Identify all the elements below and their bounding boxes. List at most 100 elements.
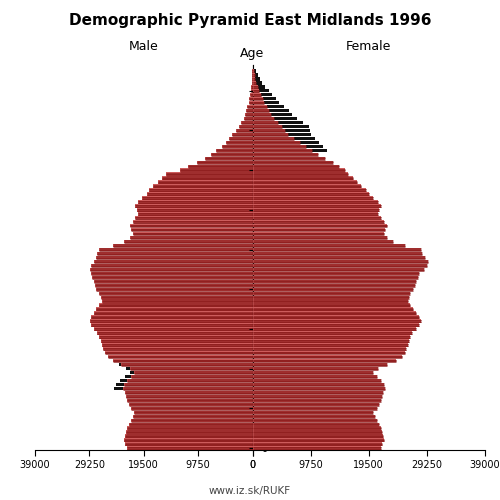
Bar <box>158 180 252 184</box>
Bar <box>252 276 418 279</box>
Bar <box>229 136 252 140</box>
Bar <box>126 442 252 446</box>
Bar <box>236 129 252 132</box>
Bar <box>250 93 252 96</box>
Bar <box>125 434 252 438</box>
Bar <box>114 387 252 390</box>
Bar <box>127 426 252 430</box>
Bar <box>251 89 252 92</box>
Bar <box>130 236 252 240</box>
Bar <box>196 160 252 164</box>
Bar <box>122 363 252 366</box>
Bar <box>126 375 252 378</box>
Bar <box>252 85 258 88</box>
Bar <box>131 418 252 422</box>
Bar <box>90 320 252 322</box>
Bar <box>252 125 309 128</box>
Text: Male: Male <box>129 40 158 54</box>
Bar <box>252 97 262 100</box>
Bar <box>252 328 416 330</box>
Bar <box>252 248 420 251</box>
Bar <box>252 148 312 152</box>
Bar <box>248 101 252 104</box>
Bar <box>252 316 420 318</box>
Bar <box>130 367 252 370</box>
Bar <box>252 220 384 224</box>
Bar <box>252 280 416 283</box>
Bar <box>250 97 252 100</box>
Bar <box>210 152 252 156</box>
Bar <box>131 228 252 232</box>
Bar <box>252 224 386 228</box>
Bar <box>252 176 352 180</box>
Bar <box>99 248 252 251</box>
Bar <box>125 391 252 394</box>
Bar <box>188 164 252 168</box>
Bar <box>123 387 252 390</box>
Bar <box>252 383 384 386</box>
Bar <box>252 109 269 112</box>
Bar <box>150 188 252 192</box>
Bar <box>120 379 252 382</box>
Bar <box>134 410 252 414</box>
Bar <box>252 129 310 132</box>
Bar <box>252 144 323 148</box>
Bar <box>252 204 380 208</box>
Bar <box>126 394 252 398</box>
Bar <box>252 180 357 184</box>
Bar <box>252 355 402 358</box>
Bar <box>216 148 252 152</box>
Bar <box>124 240 252 244</box>
Bar <box>248 105 252 108</box>
Bar <box>130 224 252 228</box>
Bar <box>252 426 380 430</box>
Bar <box>252 73 258 76</box>
Bar <box>252 109 289 112</box>
Bar <box>131 406 252 410</box>
Bar <box>252 148 327 152</box>
Bar <box>146 192 252 196</box>
Bar <box>94 260 252 263</box>
Bar <box>90 268 252 271</box>
Bar <box>180 168 252 172</box>
Text: Age: Age <box>240 47 264 60</box>
Bar <box>252 422 379 426</box>
Bar <box>252 414 374 418</box>
Bar <box>232 133 252 136</box>
Bar <box>252 232 384 235</box>
Bar <box>252 446 380 450</box>
Text: Female: Female <box>346 40 392 54</box>
Bar <box>98 252 252 255</box>
Bar <box>124 383 252 386</box>
Bar <box>126 367 252 370</box>
Bar <box>252 133 311 136</box>
Bar <box>103 347 253 350</box>
Bar <box>142 196 252 200</box>
Bar <box>252 105 267 108</box>
Bar <box>252 312 416 315</box>
Bar <box>252 434 383 438</box>
Bar <box>252 351 404 354</box>
Bar <box>226 140 252 144</box>
Bar <box>128 402 252 406</box>
Bar <box>252 228 385 232</box>
Bar <box>252 300 408 303</box>
Bar <box>252 121 302 124</box>
Bar <box>252 144 306 148</box>
Bar <box>252 105 284 108</box>
Bar <box>252 89 268 92</box>
Bar <box>252 308 414 311</box>
Text: www.iz.sk/RUKF: www.iz.sk/RUKF <box>209 486 291 496</box>
Bar <box>252 252 422 255</box>
Bar <box>252 418 376 422</box>
Bar <box>252 156 325 160</box>
Bar <box>252 136 315 140</box>
Bar <box>252 200 378 203</box>
Bar <box>252 85 266 88</box>
Bar <box>91 324 252 326</box>
Bar <box>252 101 264 104</box>
Bar <box>119 363 252 366</box>
Bar <box>252 125 282 128</box>
Bar <box>246 109 252 112</box>
Bar <box>128 422 252 426</box>
